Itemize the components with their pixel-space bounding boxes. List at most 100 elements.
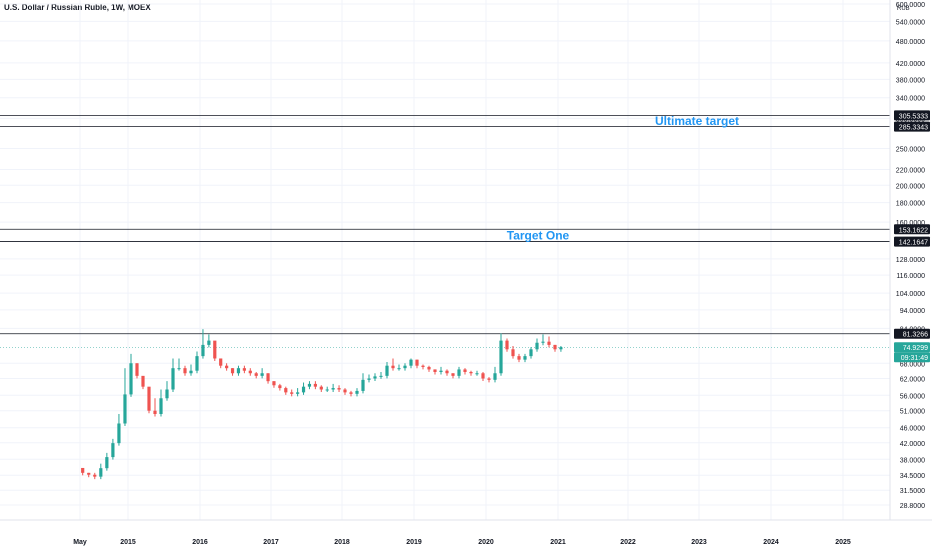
candle-body <box>415 359 419 366</box>
candle-body <box>325 389 329 391</box>
y-tick-label: 116.0000 <box>896 273 925 280</box>
y-tick-label: 480.0000 <box>896 39 925 46</box>
candle-body <box>254 373 258 376</box>
y-tick-label: 340.0000 <box>896 96 925 103</box>
candle-body <box>355 390 359 394</box>
y-tick-label: 160.0000 <box>896 220 925 227</box>
candle-body <box>541 341 545 343</box>
last-price-badge: 74.9299 <box>903 345 928 352</box>
candle-body <box>379 375 383 377</box>
annotations[interactable]: Ultimate target Target One <box>507 114 739 242</box>
y-tick-label: 250.0000 <box>896 146 925 153</box>
candle-body <box>81 467 85 473</box>
y-tick-label: 104.0000 <box>896 291 925 298</box>
price-badges: 305.5333 285.3343 153.1622 142.1647 81.3266 7… <box>894 110 930 363</box>
y-tick-label: 62.0000 <box>900 376 925 383</box>
y-tick-label: 31.5000 <box>900 488 925 495</box>
candle-body <box>177 368 181 370</box>
candle-body <box>141 375 145 387</box>
candle-body <box>445 370 449 374</box>
candle-body <box>111 443 115 458</box>
level-badge: 305.5333 <box>899 113 928 120</box>
y-tick-label: 540.0000 <box>896 19 925 26</box>
candle-body <box>236 368 241 374</box>
candle-body <box>201 344 205 357</box>
candle-body <box>361 379 365 391</box>
y-tick-label: 68.0000 <box>900 361 925 368</box>
candle-body <box>547 341 551 345</box>
horizontal-levels[interactable] <box>0 114 890 348</box>
x-tick-label: 2019 <box>406 539 422 546</box>
level-badge-bg <box>894 224 930 235</box>
candle-body <box>553 344 557 350</box>
time-axis[interactable]: May 2015 2016 2017 2018 2019 2020 2021 2022 2023 2… <box>73 539 851 546</box>
candle-body <box>183 368 187 374</box>
y-tick-label: 46.0000 <box>900 426 925 433</box>
x-tick-label: 2020 <box>478 539 494 546</box>
candle-body <box>439 370 443 372</box>
candle-body <box>159 398 163 414</box>
y-tick-label: 51.0000 <box>900 409 925 416</box>
candle-body <box>397 368 401 370</box>
countdown-badge: 09:31:49 <box>901 355 928 362</box>
candle-body <box>427 366 431 370</box>
y-tick-label: 600.0000 <box>896 2 925 9</box>
candle-body <box>487 378 491 380</box>
level-badge-bg <box>894 110 930 121</box>
candle-body <box>505 340 509 350</box>
candle-body <box>457 369 461 376</box>
candle-body <box>403 365 407 369</box>
x-tick-label: 2017 <box>263 539 279 546</box>
candle-body <box>284 388 288 393</box>
candle-body <box>99 468 103 477</box>
candle-body <box>87 472 91 475</box>
candle-body <box>307 383 312 387</box>
candle-body <box>230 368 235 374</box>
candle-body <box>481 373 485 379</box>
candle-body <box>349 392 353 394</box>
candle-body <box>225 365 229 369</box>
candle-body <box>451 373 455 376</box>
candle-body <box>266 373 270 382</box>
y-tick-label: 34.5000 <box>900 473 925 480</box>
x-tick-label: 2021 <box>550 539 566 546</box>
x-tick-label: 2025 <box>835 539 851 546</box>
x-tick-label: 2024 <box>763 539 779 546</box>
candle-body <box>511 349 515 357</box>
candle-body <box>290 392 294 394</box>
candle-body <box>242 368 246 371</box>
y-tick-label: 180.0000 <box>896 201 925 208</box>
level-badge: 81.3266 <box>903 332 928 339</box>
candle-body <box>248 370 252 374</box>
candle-body <box>278 385 282 389</box>
candle-body <box>409 359 413 366</box>
candlesticks <box>81 329 563 480</box>
candle-body <box>117 423 121 444</box>
y-tick-label: 128.0000 <box>896 257 925 264</box>
candle-body <box>469 371 473 374</box>
y-tick-label: 380.0000 <box>896 77 925 84</box>
candle-body <box>195 356 199 371</box>
candle-body <box>421 365 425 367</box>
chart-title: U.S. Dollar / Russian Ruble, 1W, MOEX <box>4 3 151 12</box>
candle-body <box>517 356 521 360</box>
candle-body <box>529 349 533 357</box>
candle-body <box>337 388 341 390</box>
candle-body <box>105 457 109 469</box>
candle-body <box>219 358 223 366</box>
level-badge: 285.3343 <box>899 125 928 132</box>
level-badge-bg <box>894 236 930 247</box>
candle-body <box>433 369 437 372</box>
candle-body <box>367 378 371 380</box>
level-badge-bg <box>894 121 930 132</box>
candle-body <box>165 389 169 399</box>
price-axis[interactable]: 600.0000 540.0000 480.0000 420.0000 380.0000… <box>896 2 925 510</box>
candle-body <box>129 363 133 395</box>
candle-body <box>523 356 527 360</box>
x-tick-label: 2023 <box>691 539 707 546</box>
candle-body <box>260 373 264 376</box>
candle-body <box>391 365 395 369</box>
candle-body <box>493 373 497 380</box>
candle-body <box>301 386 306 393</box>
